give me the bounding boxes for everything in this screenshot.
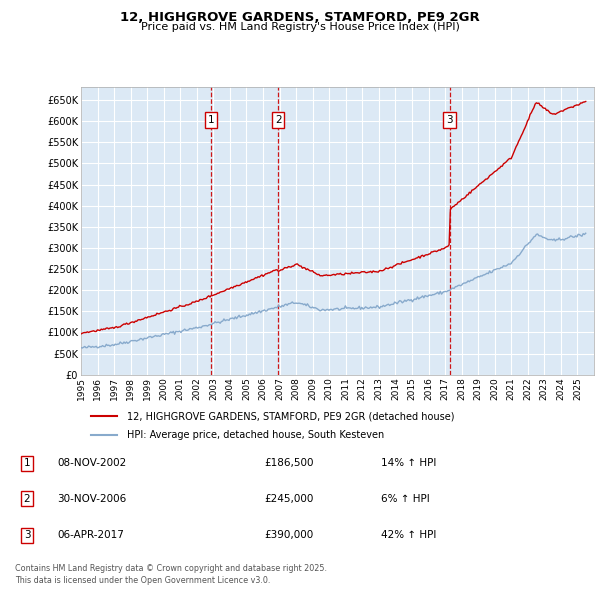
Text: 1: 1 [208, 116, 214, 125]
Text: Price paid vs. HM Land Registry's House Price Index (HPI): Price paid vs. HM Land Registry's House … [140, 22, 460, 32]
Text: £186,500: £186,500 [264, 458, 314, 468]
Text: £390,000: £390,000 [264, 530, 313, 540]
Text: 30-NOV-2006: 30-NOV-2006 [57, 494, 126, 503]
Text: 42% ↑ HPI: 42% ↑ HPI [381, 530, 436, 540]
Text: 6% ↑ HPI: 6% ↑ HPI [381, 494, 430, 503]
Text: 06-APR-2017: 06-APR-2017 [57, 530, 124, 540]
Text: £245,000: £245,000 [264, 494, 313, 503]
Text: 3: 3 [23, 530, 31, 540]
Text: 1: 1 [23, 458, 31, 468]
Text: 14% ↑ HPI: 14% ↑ HPI [381, 458, 436, 468]
Text: 12, HIGHGROVE GARDENS, STAMFORD, PE9 2GR: 12, HIGHGROVE GARDENS, STAMFORD, PE9 2GR [120, 11, 480, 24]
Text: HPI: Average price, detached house, South Kesteven: HPI: Average price, detached house, Sout… [127, 431, 385, 440]
Text: 2: 2 [23, 494, 31, 503]
Text: 2: 2 [275, 116, 281, 125]
Text: 08-NOV-2002: 08-NOV-2002 [57, 458, 126, 468]
Text: 3: 3 [446, 116, 453, 125]
Text: 12, HIGHGROVE GARDENS, STAMFORD, PE9 2GR (detached house): 12, HIGHGROVE GARDENS, STAMFORD, PE9 2GR… [127, 411, 455, 421]
Text: Contains HM Land Registry data © Crown copyright and database right 2025.
This d: Contains HM Land Registry data © Crown c… [15, 565, 327, 585]
